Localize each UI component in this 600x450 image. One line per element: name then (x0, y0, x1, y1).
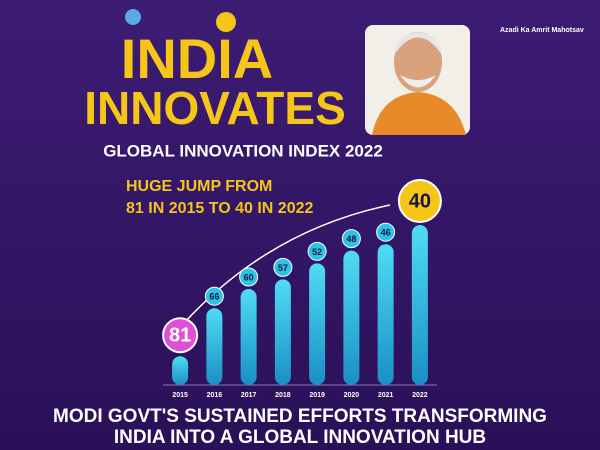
x-tick-label: 2022 (412, 392, 428, 399)
value-label: 48 (346, 234, 356, 244)
value-label: 81 (169, 324, 191, 346)
highlight-badge (162, 317, 199, 354)
value-label: 46 (381, 228, 391, 238)
value-label: 57 (278, 263, 288, 273)
bar (240, 289, 257, 385)
footer-line: INDIA INTO A GLOBAL INNOVATION HUB (114, 427, 486, 448)
value-badge (239, 267, 259, 287)
bar (274, 279, 291, 385)
bar (206, 308, 223, 385)
value-label: 40 (409, 190, 431, 212)
value-label: 60 (244, 272, 254, 282)
value-label: 52 (312, 247, 322, 257)
logo-text: Azadi Ka Amrit Mahotsav (500, 27, 584, 34)
logo-icon (125, 9, 141, 25)
x-tick-label: 2018 (275, 392, 291, 399)
x-tick-label: 2017 (241, 392, 257, 399)
bar (343, 250, 360, 385)
footer-line: MODI GOVT'S SUSTAINED EFFORTS TRANSFORMI… (53, 406, 547, 427)
bar (309, 263, 326, 385)
value-badge (273, 257, 293, 277)
bar (172, 356, 189, 385)
bulb-badge (397, 179, 442, 223)
value-badge (204, 286, 224, 306)
heading: GLOBAL INNOVATION INDEX 2022 (103, 141, 383, 160)
value-label: 66 (209, 292, 219, 302)
bar (377, 244, 394, 385)
value-badge (307, 241, 327, 261)
subtitle-line: HUGE JUMP FROM (126, 178, 272, 195)
portrait (365, 25, 470, 135)
title-line: INNOVATES (84, 82, 346, 134)
bulb-icon (216, 12, 236, 32)
x-tick-label: 2019 (309, 392, 325, 399)
bar (411, 225, 428, 385)
x-tick-label: 2020 (344, 392, 360, 399)
x-tick-label: 2016 (207, 392, 223, 399)
subtitle-line: 81 IN 2015 TO 40 IN 2022 (126, 200, 313, 217)
x-tick-label: 2021 (378, 392, 394, 399)
title-line: INDIA (121, 27, 273, 90)
x-tick-label: 2015 (172, 392, 188, 399)
value-badge (376, 222, 396, 242)
value-badge (341, 229, 361, 249)
